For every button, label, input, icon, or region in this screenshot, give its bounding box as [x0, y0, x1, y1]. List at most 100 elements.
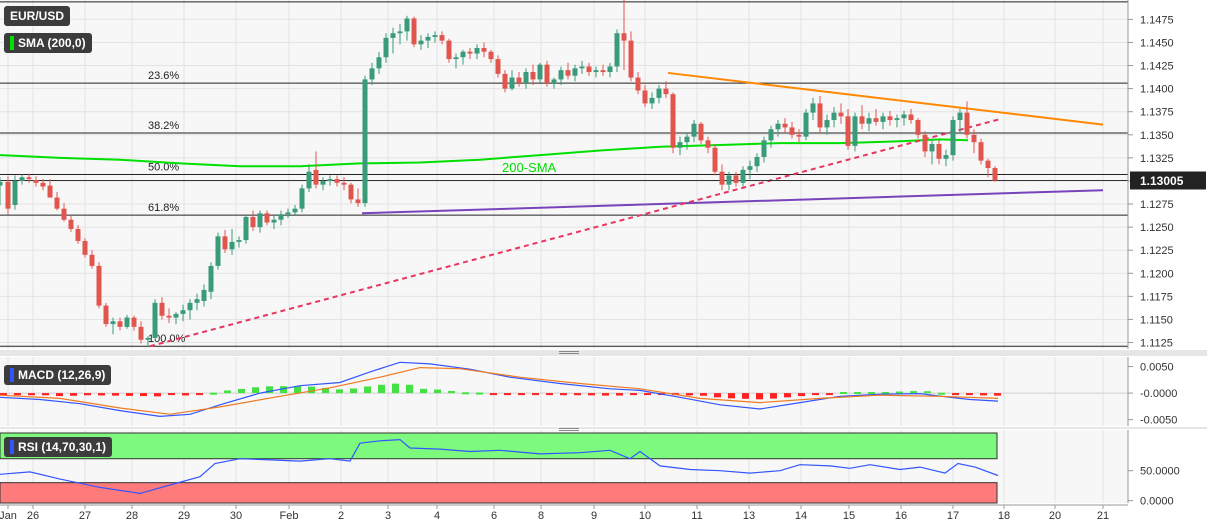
candle-bearish — [838, 112, 844, 117]
macd-tick-label: -0.0000 — [1140, 388, 1177, 400]
candle-bearish — [642, 90, 648, 104]
rsi-oversold-zone — [0, 482, 998, 504]
macd-histogram-bar — [462, 392, 469, 395]
macd-histogram-bar — [56, 393, 63, 397]
candle-bearish — [698, 123, 704, 141]
candle-bullish — [397, 31, 403, 34]
candle-bullish — [208, 265, 214, 292]
candle-bullish — [824, 120, 830, 128]
macd-histogram-bar — [728, 393, 735, 399]
candle-bullish — [432, 35, 438, 37]
macd-histogram-bar — [532, 393, 539, 396]
fib-label: 0.0% — [148, 0, 173, 1]
candle-bearish — [96, 265, 102, 306]
candle-bearish — [495, 59, 501, 74]
candle-bearish — [131, 317, 137, 327]
time-tick-label: 28 — [126, 510, 138, 522]
candle-bullish — [180, 310, 186, 314]
rsi-badge[interactable]: RSI (14,70,30,1) — [4, 437, 113, 457]
candle-bullish — [257, 213, 263, 228]
time-tick-label: 8 — [538, 510, 544, 522]
candle-bearish — [817, 103, 823, 128]
candle-bullish — [390, 33, 396, 38]
candle-bullish — [19, 177, 25, 181]
candle-bearish — [873, 118, 879, 122]
rsi-tick-label: 0.0000 — [1140, 496, 1174, 508]
candle-bearish — [26, 177, 32, 180]
macd-histogram-bar — [588, 393, 595, 396]
candle-bullish — [404, 18, 410, 32]
candle-bullish — [803, 112, 809, 137]
candle-bearish — [859, 116, 865, 124]
candle-bearish — [313, 169, 319, 185]
candle-bearish — [411, 18, 417, 45]
candle-bullish — [579, 66, 585, 69]
fib-label: 38.2% — [148, 120, 179, 132]
macd-histogram-bar — [784, 393, 791, 398]
candle-bullish — [761, 140, 767, 157]
candle-bullish — [418, 40, 424, 45]
candle-bearish — [992, 168, 998, 181]
macd-histogram-bar — [406, 384, 413, 394]
trendline-resistance — [667, 71, 1104, 126]
candle-bearish — [712, 147, 718, 172]
macd-histogram-bar — [854, 392, 861, 395]
macd-histogram-bar — [392, 383, 399, 394]
time-tick-label: 9 — [591, 510, 597, 522]
candle-bearish — [908, 114, 914, 121]
candle-bullish — [12, 180, 18, 205]
candle-bullish — [572, 68, 578, 76]
time-tick-label: 14 — [795, 510, 807, 522]
macd-histogram-bar — [84, 393, 91, 396]
candle-bullish — [362, 79, 368, 204]
candle-bullish — [656, 88, 662, 98]
macd-histogram-bar — [266, 386, 273, 394]
candle-bullish — [649, 97, 655, 104]
macd-histogram-bar — [798, 393, 805, 397]
candle-bearish — [796, 134, 802, 137]
candle-bearish — [334, 179, 340, 183]
candle-bullish — [460, 51, 466, 58]
macd-histogram-bar — [490, 393, 497, 396]
sma-badge[interactable]: SMA (200,0) — [4, 33, 92, 53]
macd-histogram-bar — [560, 393, 567, 396]
macd-histogram-bar — [280, 386, 287, 394]
candle-bearish — [89, 254, 95, 266]
candle-bullish — [474, 48, 480, 54]
macd-histogram-bar — [994, 393, 1001, 396]
candle-bearish — [47, 185, 53, 198]
time-tick-label: 26 — [27, 510, 39, 522]
candle-bullish — [201, 289, 207, 301]
symbol-badge[interactable]: EUR/USD — [4, 6, 71, 26]
candle-bullish — [278, 214, 284, 220]
candle-bullish — [894, 118, 900, 121]
macd-badge[interactable]: MACD (12,26,9) — [4, 365, 112, 385]
candle-bearish — [502, 73, 508, 89]
candle-bullish — [453, 57, 459, 60]
candle-bullish — [306, 171, 312, 189]
macd-histogram-bar — [420, 388, 427, 394]
macd-histogram-bar — [980, 393, 987, 396]
candle-bullish — [187, 302, 193, 311]
time-tick-label: Jan — [0, 510, 17, 522]
macd-histogram-bar — [14, 393, 21, 396]
candle-bullish — [369, 68, 375, 80]
candle-bearish — [922, 134, 928, 152]
macd-histogram-bar — [224, 390, 231, 394]
macd-histogram-bar — [924, 391, 931, 394]
rsi-tick-label: 50.0000 — [1140, 466, 1180, 478]
macd-histogram-bar — [686, 393, 693, 396]
macd-histogram-bar — [616, 393, 623, 396]
trendline-support — [361, 189, 1104, 215]
macd-histogram-bar — [154, 393, 161, 397]
macd-histogram-bar — [756, 393, 763, 400]
candle-bullish — [320, 180, 326, 185]
macd-histogram-bar — [812, 393, 819, 396]
macd-histogram-bar — [938, 392, 945, 395]
candle-bearish — [348, 184, 354, 200]
time-tick-label: 18 — [998, 510, 1010, 522]
macd-histogram-bar — [140, 393, 147, 397]
time-tick-label: 15 — [843, 510, 855, 522]
macd-histogram-bar — [546, 393, 553, 396]
